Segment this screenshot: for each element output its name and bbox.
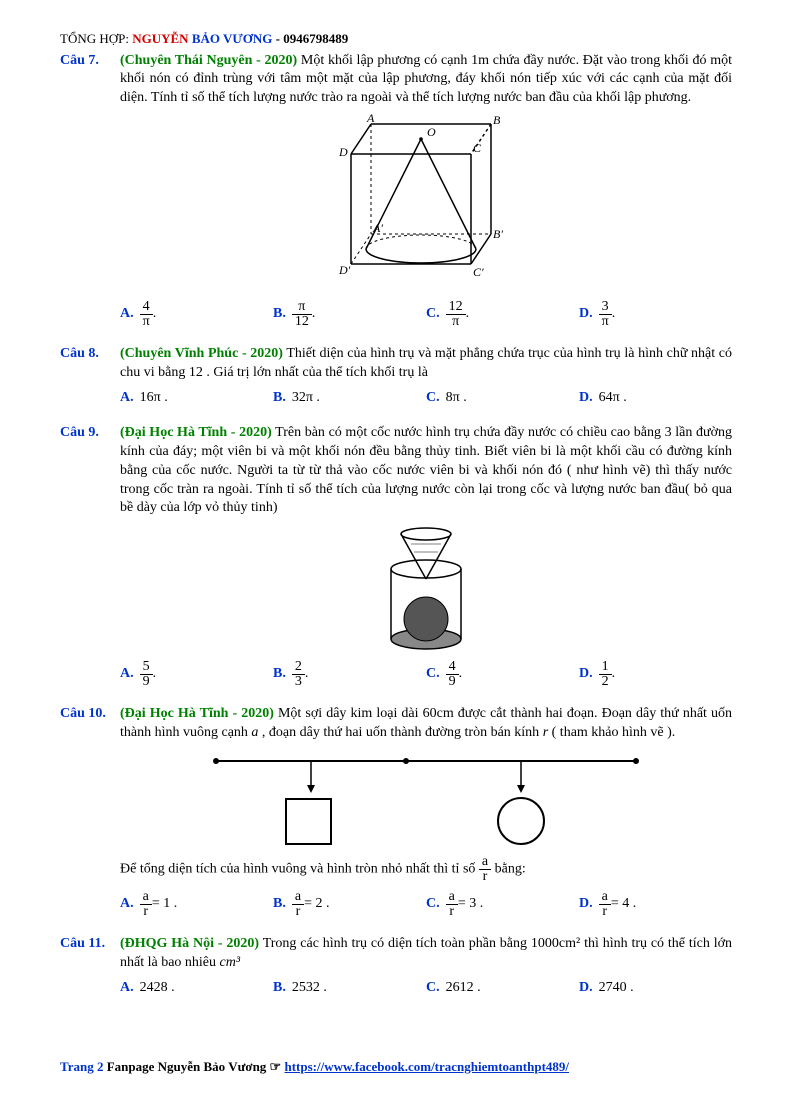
q8-choices: A.16π . B.32π . C.8π . D.64π . bbox=[120, 389, 732, 408]
q11-choice-c: C.2612 . bbox=[426, 979, 579, 998]
q11-source: (ĐHQG Hà Nội - 2020) bbox=[120, 936, 259, 951]
svg-text:C′: C′ bbox=[473, 265, 484, 279]
q11-choices: A.2428 . B.2532 . C.2612 . D.2740 . bbox=[120, 979, 732, 998]
q10-source: (Đại Học Hà Tĩnh - 2020) bbox=[120, 706, 274, 721]
svg-text:D: D bbox=[338, 145, 348, 159]
svg-text:B: B bbox=[493, 114, 501, 127]
q10-choice-d: D. ar = 4 . bbox=[579, 890, 732, 919]
q8-body: (Chuyên Vĩnh Phúc - 2020) Thiết diện của… bbox=[120, 345, 732, 408]
q11-label: Câu 11. bbox=[60, 935, 120, 998]
svg-text:D′: D′ bbox=[338, 263, 351, 277]
q7-choice-b: B. π 12 . bbox=[273, 300, 426, 329]
q11-area: 1000cm² bbox=[531, 936, 580, 951]
author-blue: BẢO VƯƠNG bbox=[192, 31, 273, 46]
q10-text3: , đoạn dây thứ hai uốn thành đường tròn … bbox=[262, 725, 543, 740]
q8-choice-a: A.16π . bbox=[120, 389, 273, 408]
question-11: Câu 11. (ĐHQG Hà Nội - 2020) Trong các h… bbox=[60, 935, 732, 998]
q10-len: 60cm bbox=[423, 706, 454, 721]
q9-figure bbox=[120, 524, 732, 654]
q10-r: r bbox=[543, 725, 548, 740]
author-red: NGUYỄN bbox=[132, 31, 188, 46]
q9-label: Câu 9. bbox=[60, 424, 120, 689]
q10-body: (Đại Học Hà Tĩnh - 2020) Một sợi dây kim… bbox=[120, 705, 732, 919]
q10-label: Câu 10. bbox=[60, 705, 120, 919]
page-footer: Trang 2 Fanpage Nguyễn Bảo Vương ☞ https… bbox=[60, 1058, 732, 1076]
q10-choice-a: A. ar = 1 . bbox=[120, 890, 273, 919]
svg-text:A: A bbox=[366, 114, 375, 125]
cube-cone-diagram: A B C D O A′ B′ C′ D′ bbox=[331, 114, 521, 294]
q11-choice-a: A.2428 . bbox=[120, 979, 273, 998]
q9-choice-a: A. 59 . bbox=[120, 660, 273, 689]
q10-text1: Một sợi dây kim loại dài bbox=[278, 706, 423, 721]
q8-choice-c: C.8π . bbox=[426, 389, 579, 408]
q11-text1: Trong các hình trụ có diện tích toàn phầ… bbox=[263, 936, 531, 951]
svg-text:A′: A′ bbox=[372, 221, 383, 235]
q11-choice-b: B.2532 . bbox=[273, 979, 426, 998]
svg-text:B′: B′ bbox=[493, 227, 503, 241]
q7-choice-a: A. 4 π . bbox=[120, 300, 273, 329]
q7-source: (Chuyên Thái Nguyên - 2020) bbox=[120, 53, 297, 68]
q8-label: Câu 8. bbox=[60, 345, 120, 408]
q10-a: a bbox=[251, 725, 258, 740]
q10-choice-b: B. ar = 2 . bbox=[273, 890, 426, 919]
q7-body: (Chuyên Thái Nguyên - 2020) Một khối lập… bbox=[120, 52, 732, 330]
q7-choices: A. 4 π . B. π 12 . C. 12 π . bbox=[120, 300, 732, 329]
q11-choice-d: D.2740 . bbox=[579, 979, 732, 998]
fanpage-link[interactable]: https://www.facebook.com/tracnghiemtoant… bbox=[284, 1059, 569, 1074]
svg-text:O: O bbox=[427, 125, 436, 139]
q7-label: Câu 7. bbox=[60, 52, 120, 330]
q10-choices: A. ar = 1 . B. ar = 2 . C. ar = 3 . D. a… bbox=[120, 890, 732, 919]
q11-body: (ĐHQG Hà Nội - 2020) Trong các hình trụ … bbox=[120, 935, 732, 998]
cup-cone-ball-diagram bbox=[366, 524, 486, 654]
question-8: Câu 8. (Chuyên Vĩnh Phúc - 2020) Thiết d… bbox=[60, 345, 732, 408]
q7-choice-d: D. 3 π . bbox=[579, 300, 732, 329]
page-header: TỔNG HỢP: NGUYỄN BẢO VƯƠNG - 0946798489 bbox=[60, 30, 732, 48]
author-phone: - 0946798489 bbox=[276, 31, 349, 46]
q8-choice-d: D.64π . bbox=[579, 389, 732, 408]
q10-text5: Để tổng diện tích của hình vuông và hình… bbox=[120, 855, 732, 884]
q10-choice-c: C. ar = 3 . bbox=[426, 890, 579, 919]
header-prefix: TỔNG HỢP: bbox=[60, 31, 132, 46]
wire-square-circle-diagram bbox=[206, 749, 646, 849]
q9-body: (Đại Học Hà Tĩnh - 2020) Trên bàn có một… bbox=[120, 424, 732, 689]
q9-choice-c: C. 49 . bbox=[426, 660, 579, 689]
question-7: Câu 7. (Chuyên Thái Nguyên - 2020) Một k… bbox=[60, 52, 732, 330]
q7-figure: A B C D O A′ B′ C′ D′ bbox=[120, 114, 732, 294]
q10-figure bbox=[120, 749, 732, 849]
q9-choice-b: B. 23 . bbox=[273, 660, 426, 689]
q8-source: (Chuyên Vĩnh Phúc - 2020) bbox=[120, 346, 283, 361]
q11-unit: cm³ bbox=[220, 955, 241, 970]
svg-text:C: C bbox=[473, 141, 482, 155]
q9-source: (Đại Học Hà Tĩnh - 2020) bbox=[120, 425, 272, 440]
q8-choice-b: B.32π . bbox=[273, 389, 426, 408]
q7-choice-c: C. 12 π . bbox=[426, 300, 579, 329]
question-9: Câu 9. (Đại Học Hà Tĩnh - 2020) Trên bàn… bbox=[60, 424, 732, 689]
q9-choices: A. 59 . B. 23 . C. 49 . D. 12 . bbox=[120, 660, 732, 689]
question-10: Câu 10. (Đại Học Hà Tĩnh - 2020) Một sợi… bbox=[60, 705, 732, 919]
q9-choice-d: D. 12 . bbox=[579, 660, 732, 689]
q10-text4: ( tham khảo hình vẽ ). bbox=[552, 725, 676, 740]
